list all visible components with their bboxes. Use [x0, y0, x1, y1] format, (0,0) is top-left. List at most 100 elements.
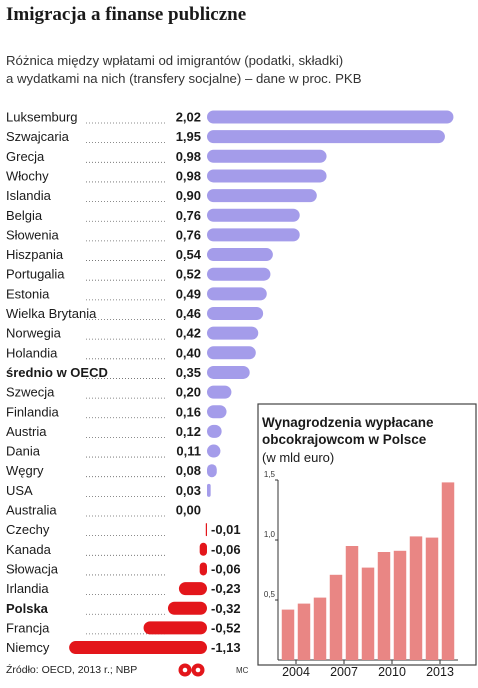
bar-row-4	[207, 189, 317, 203]
category-label: Francja	[6, 620, 50, 635]
bar-row-26	[143, 621, 207, 635]
category-label: Australia	[6, 503, 57, 518]
value-label: 0,11	[176, 444, 201, 459]
inset-chart-title: Wynagrodzenia wypłacane obcokrajowcom w …	[262, 414, 434, 448]
category-label: Wielka Brytania	[6, 306, 97, 321]
value-label: -0,06	[211, 542, 241, 557]
chart-subtitle-line-2: a wydatkami na nich (transfery socjalne)…	[6, 71, 362, 86]
bar-row-19	[207, 483, 211, 497]
inset-bar-4	[345, 546, 359, 660]
value-label: 0,54	[176, 247, 202, 262]
bar-row-25	[167, 601, 207, 615]
category-label: Finlandia	[6, 404, 60, 419]
value-label: 0,00	[176, 503, 201, 518]
bar-row-17	[207, 444, 221, 458]
bar-row-9	[207, 287, 267, 301]
value-label: 2,02	[176, 110, 201, 125]
bar-row-11	[207, 326, 259, 340]
category-label: Węgry	[6, 463, 44, 478]
inset-x-tick-label: 2010	[378, 665, 406, 679]
bar-row-22	[199, 542, 207, 556]
category-label: Polska	[6, 601, 49, 616]
bar-row-18	[207, 464, 217, 478]
author-credit: MC	[236, 666, 249, 675]
value-label: -1,13	[211, 640, 241, 655]
value-label: 0,76	[176, 227, 201, 242]
inset-chart-subtitle: (w mld euro)	[262, 450, 335, 465]
category-label: Kanada	[6, 542, 52, 557]
value-label: 0,90	[176, 188, 201, 203]
bar-row-5	[207, 208, 300, 222]
inset-bar-0	[281, 609, 295, 660]
inset-x-tick-label: 2007	[330, 665, 358, 679]
value-label: 0,98	[176, 149, 201, 164]
category-label: Włochy	[6, 168, 49, 183]
category-label: Islandia	[6, 188, 52, 203]
value-label: 0,52	[176, 267, 201, 282]
bar-row-27	[69, 641, 207, 655]
category-label: Holandia	[6, 345, 58, 360]
category-label: Austria	[6, 424, 47, 439]
bar-row-16	[207, 424, 222, 438]
inset-bar-9	[425, 537, 439, 660]
bar-row-10	[207, 307, 264, 320]
inset-bar-5	[361, 567, 375, 660]
inset-bar-7	[393, 550, 407, 660]
category-label: Estonia	[6, 286, 50, 301]
inset-title-line-2: obcokrajowcom w Polsce	[262, 432, 427, 447]
inset-title-line-1: Wynagrodzenia wypłacane	[262, 415, 434, 430]
value-label: -0,23	[211, 581, 241, 596]
category-label: Słowacja	[6, 561, 59, 576]
bar-row-0	[207, 110, 454, 124]
category-label: Belgia	[6, 208, 43, 223]
value-label: 0,98	[176, 168, 201, 183]
category-label: Szwajcaria	[6, 129, 70, 144]
value-label: 0,20	[176, 385, 201, 400]
category-label: Niemcy	[6, 640, 50, 655]
logo-dot-left	[182, 667, 188, 673]
inset-y-tick-label: 1,0	[264, 530, 276, 539]
publisher-logo	[178, 663, 205, 677]
category-label: Hiszpania	[6, 247, 64, 262]
inset-bar-10	[441, 482, 455, 660]
category-label: Norwegia	[6, 326, 62, 341]
inset-bar-2	[313, 597, 327, 660]
value-label: -0,52	[211, 620, 241, 635]
category-label: Słowenia	[6, 227, 60, 242]
category-label: Czechy	[6, 522, 50, 537]
category-label: Portugalia	[6, 267, 65, 282]
value-label: 0,46	[176, 306, 201, 321]
bar-row-2	[207, 149, 327, 163]
bar-row-14	[207, 385, 232, 399]
bar-row-15	[207, 405, 227, 419]
value-label: 0,16	[176, 404, 201, 419]
bar-row-24	[178, 582, 207, 596]
inset-frame	[257, 403, 477, 666]
inset-bar-1	[297, 603, 311, 660]
value-label: -0,01	[211, 522, 241, 537]
category-label: średnio w OECD	[6, 365, 108, 380]
inset-bar-8	[409, 536, 423, 660]
value-label: 0,42	[176, 326, 201, 341]
inset-y-tick-label: 0,5	[264, 590, 276, 599]
bar-row-8	[207, 267, 271, 281]
inset-bar-6	[377, 552, 391, 660]
bar-row-12	[207, 346, 256, 360]
chart-title: Imigracja a finanse publiczne	[6, 4, 247, 25]
value-label: 1,95	[176, 129, 201, 144]
bar-row-1	[207, 130, 445, 144]
value-label: 0,76	[176, 208, 201, 223]
inset-bar-3	[329, 574, 343, 660]
value-label: 0,08	[176, 463, 201, 478]
inset-x-tick-label: 2004	[282, 665, 310, 679]
category-label: Szwecja	[6, 385, 55, 400]
source-note: Źródło: OECD, 2013 r.; NBP	[6, 664, 138, 676]
category-label: Grecja	[6, 149, 45, 164]
inset-x-tick-label: 2013	[426, 665, 454, 679]
bar-row-13	[207, 365, 250, 379]
chart-subtitle-line-1: Różnica między wpłatami od imigrantów (p…	[6, 53, 344, 68]
logo-dot-right	[195, 667, 201, 673]
value-label: -0,32	[211, 601, 241, 616]
